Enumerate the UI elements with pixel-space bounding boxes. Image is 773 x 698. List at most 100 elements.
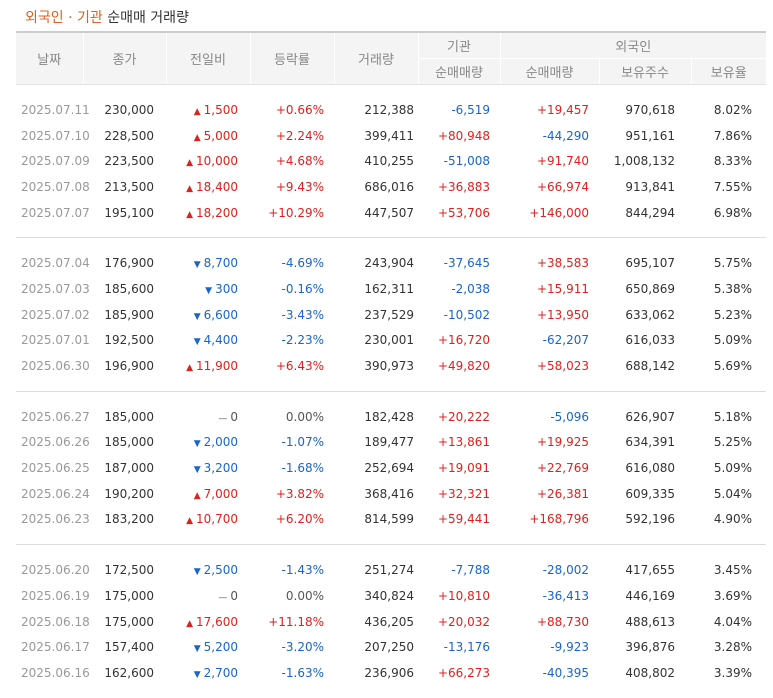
- header-foreign: 외국인: [499, 32, 766, 59]
- holdings-cell: 626,907: [625, 409, 675, 424]
- foreign-cell: -9,923: [550, 640, 589, 655]
- table-row: 2025.07.03 185,600 ▼ 300 -0.16% 162,311 -2,038…: [16, 276, 766, 302]
- down-arrow-icon: ▼: [193, 439, 201, 450]
- holdings-cell: 1,008,132: [613, 154, 675, 169]
- change-cell: ▲ 10,000: [166, 148, 250, 174]
- volume-cell: 399,411: [364, 128, 414, 143]
- hold-rate-cell: 8.02%: [713, 102, 752, 117]
- down-arrow-icon: ▼: [193, 260, 201, 271]
- change-value: 2,500: [203, 563, 238, 578]
- volume-cell: 686,016: [364, 179, 414, 194]
- header-close: 종가: [82, 32, 166, 85]
- table-row: 2025.07.08 213,500 ▲ 18,400 +9.43% 686,016 +36…: [16, 174, 766, 200]
- table-row: 2025.07.02 185,900 ▼ 6,600 -3.43% 237,529 -10,…: [16, 302, 766, 328]
- date-cell: 2025.06.20: [21, 563, 90, 578]
- hold-rate-cell: 5.04%: [713, 486, 752, 501]
- foreign-cell: +13,950: [536, 307, 589, 322]
- inst-cell: +10,810: [437, 588, 490, 603]
- holdings-cell: 844,294: [625, 205, 675, 220]
- change-value: 0: [230, 588, 238, 603]
- up-arrow-icon: ▲: [186, 183, 193, 194]
- change-cell: ▼ 300: [166, 276, 250, 302]
- foreign-cell: +19,925: [536, 435, 589, 450]
- table-row: 2025.06.16 162,600 ▼ 2,700 -1.63% 236,906 +66,…: [16, 660, 766, 686]
- change-value: 1,500: [203, 102, 238, 117]
- rate-cell: -3.20%: [281, 640, 324, 655]
- header-hold-rate: 보유율: [690, 58, 766, 85]
- date-cell: 2025.07.04: [21, 256, 90, 271]
- up-arrow-icon: ▲: [193, 490, 201, 501]
- date-cell: 2025.07.10: [21, 128, 90, 143]
- inst-cell: +19,091: [437, 461, 490, 476]
- hold-rate-cell: 3.39%: [713, 665, 752, 680]
- inst-cell: +49,820: [437, 359, 490, 374]
- inst-cell: -10,502: [443, 307, 490, 322]
- table-row: 2025.06.25 187,000 ▼ 3,200 -1.68% 252,694 +19,…: [16, 455, 766, 481]
- change-value: 0: [230, 409, 238, 424]
- rate-cell: -3.43%: [281, 307, 324, 322]
- table-row: 2025.06.17 157,400 ▼ 5,200 -3.20% 207,250 -13,…: [16, 634, 766, 660]
- close-cell: 172,500: [104, 563, 154, 578]
- foreign-cell: +146,000: [529, 205, 589, 220]
- change-value: 5,000: [203, 128, 238, 143]
- close-cell: 185,000: [104, 409, 154, 424]
- close-cell: 185,600: [104, 281, 154, 296]
- holdings-cell: 609,335: [625, 486, 675, 501]
- rate-cell: +0.66%: [275, 102, 324, 117]
- change-cell: ▲ 17,600: [166, 609, 250, 635]
- date-cell: 2025.07.09: [21, 154, 90, 169]
- volume-cell: 447,507: [364, 205, 414, 220]
- date-cell: 2025.06.18: [21, 614, 90, 629]
- inst-cell: +20,032: [437, 614, 490, 629]
- rate-cell: +6.20%: [275, 512, 324, 527]
- flat-dash-icon: —: [218, 592, 228, 603]
- down-arrow-icon: ▼: [193, 337, 201, 348]
- title-subject: 외국인 · 기관: [25, 10, 103, 26]
- volume-cell: 410,255: [364, 154, 414, 169]
- rate-cell: -4.69%: [281, 256, 324, 271]
- hold-rate-cell: 5.23%: [713, 307, 752, 322]
- holdings-cell: 695,107: [625, 256, 675, 271]
- inst-cell: +32,321: [437, 486, 490, 501]
- foreign-cell: +26,381: [536, 486, 589, 501]
- close-cell: 213,500: [104, 179, 154, 194]
- change-value: 7,000: [203, 486, 238, 501]
- rate-cell: -1.07%: [281, 435, 324, 450]
- volume-cell: 368,416: [364, 486, 414, 501]
- inst-cell: +66,273: [437, 665, 490, 680]
- foreign-cell: -44,290: [542, 128, 589, 143]
- foreign-cell: +91,740: [536, 154, 589, 169]
- date-cell: 2025.06.17: [21, 640, 90, 655]
- holdings-cell: 488,613: [625, 614, 675, 629]
- up-arrow-icon: ▲: [186, 618, 193, 629]
- hold-rate-cell: 5.09%: [713, 461, 752, 476]
- date-cell: 2025.07.03: [21, 281, 90, 296]
- close-cell: 190,200: [104, 486, 154, 501]
- holdings-cell: 688,142: [625, 359, 675, 374]
- hold-rate-cell: 7.86%: [713, 128, 752, 143]
- change-value: 11,900: [196, 359, 238, 374]
- close-cell: 162,600: [104, 665, 154, 680]
- hold-rate-cell: 5.69%: [713, 359, 752, 374]
- hold-rate-cell: 3.45%: [713, 563, 752, 578]
- inst-cell: -13,176: [443, 640, 490, 655]
- table-row: 2025.07.07 195,100 ▲ 18,200 +10.29% 447,507 +5…: [16, 200, 766, 226]
- holdings-cell: 951,161: [625, 128, 675, 143]
- volume-cell: 207,250: [364, 640, 414, 655]
- foreign-cell: +19,457: [536, 102, 589, 117]
- hold-rate-cell: 5.75%: [713, 256, 752, 271]
- foreign-cell: -36,413: [542, 588, 589, 603]
- flat-dash-icon: —: [218, 413, 228, 424]
- hold-rate-cell: 3.28%: [713, 640, 752, 655]
- foreign-cell: +15,911: [536, 281, 589, 296]
- down-arrow-icon: ▼: [193, 669, 201, 680]
- header-institution: 기관: [417, 32, 500, 59]
- date-cell: 2025.06.23: [21, 512, 90, 527]
- change-value: 18,400: [196, 179, 238, 194]
- inst-cell: +53,706: [437, 205, 490, 220]
- change-cell: ▼ 8,700: [166, 250, 250, 276]
- inst-cell: +20,222: [437, 409, 490, 424]
- down-arrow-icon: ▼: [193, 465, 201, 476]
- foreign-cell: -28,002: [542, 563, 589, 578]
- table-row: 2025.06.18 175,000 ▲ 17,600 +11.18% 436,205 +2…: [16, 609, 766, 635]
